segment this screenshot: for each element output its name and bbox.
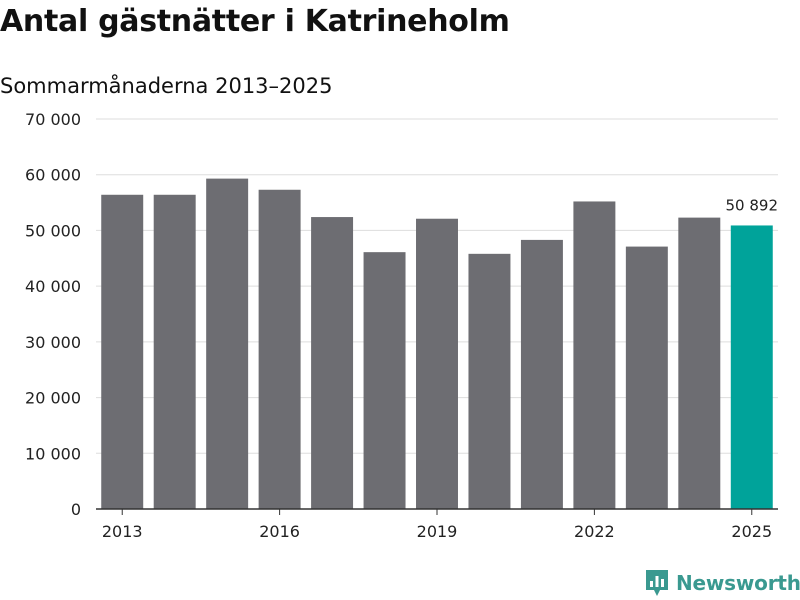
y-tick-label: 40 000 (25, 277, 81, 296)
y-tick-label: 0 (71, 500, 81, 519)
newsworthy-logo: Newsworthy (644, 568, 800, 598)
bar-chart-pin-icon (646, 570, 668, 596)
bar-2018 (363, 252, 406, 509)
annotations: 50 892 (726, 196, 779, 214)
y-tick-label: 70 000 (25, 110, 81, 129)
bar-2021 (520, 239, 563, 509)
y-tick-label: 60 000 (25, 166, 81, 185)
y-axis-ticks: 0 10 000 20 000 30 000 40 000 50 000 60 000 70 … (25, 110, 81, 519)
chart-subtitle: Sommarmånaderna 2013–2025 (0, 74, 333, 98)
y-tick-label: 30 000 (25, 333, 81, 352)
data-label: 50 892 (726, 196, 779, 214)
bar-2013 (101, 194, 144, 509)
bar-2025 (730, 225, 773, 509)
bar-2022 (573, 201, 616, 509)
bar-2019 (416, 218, 458, 509)
bar-2016 (258, 189, 301, 509)
bar-2024 (678, 217, 721, 509)
bar-2015 (206, 178, 249, 509)
x-tick-label: 2013 (102, 522, 143, 541)
bar-2017 (311, 217, 354, 510)
bars (101, 178, 773, 510)
chart-title: Antal gästnätter i Katrineholm (0, 4, 510, 39)
x-axis-ticks: 2013 2016 2019 2022 2025 (102, 509, 772, 541)
x-tick-label: 2016 (259, 522, 300, 541)
bar-2014 (153, 194, 196, 509)
y-tick-label: 10 000 (25, 444, 81, 463)
x-tick-label: 2019 (417, 522, 458, 541)
bar-2020 (468, 253, 511, 509)
x-tick-label: 2025 (731, 522, 772, 541)
logo-text: Newsworthy (676, 571, 800, 595)
x-tick-label: 2022 (574, 522, 615, 541)
bar-2023 (625, 246, 668, 510)
y-tick-label: 20 000 (25, 389, 81, 408)
y-tick-label: 50 000 (25, 221, 81, 240)
